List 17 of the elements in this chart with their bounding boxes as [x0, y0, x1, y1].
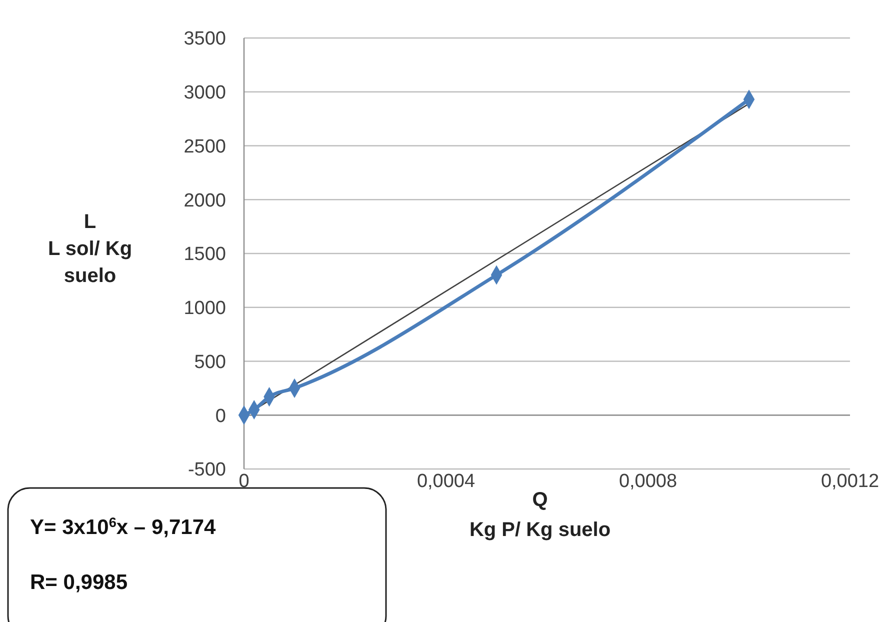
- y-tick-label: 0: [215, 406, 226, 427]
- text: Y= 3x10$^{6}$x – 9,7174: [30, 514, 216, 539]
- text: R= 0,9985: [30, 571, 128, 594]
- x-tick-label: 0,0004: [416, 471, 476, 492]
- y-axis-title: L L sol/ Kg suelo: [48, 211, 132, 287]
- x-axis-title: Q Kg P/ Kg suelo: [469, 489, 611, 541]
- y-tick-label: 1500: [184, 244, 226, 266]
- y-tick-label: 3000: [184, 82, 226, 104]
- y-tick-label: 2500: [184, 136, 226, 158]
- y-tick-label: 3500: [184, 28, 226, 50]
- y-tick-label: 500: [194, 352, 226, 373]
- x-tick-label: 0,0012: [820, 471, 880, 492]
- y-tick-label: 2000: [184, 190, 226, 212]
- x-tick-label: 0: [238, 471, 250, 492]
- y-tick-label: -500: [188, 460, 226, 481]
- y-tick-label: 1000: [184, 298, 226, 320]
- x-tick-label: 0,0008: [618, 471, 678, 492]
